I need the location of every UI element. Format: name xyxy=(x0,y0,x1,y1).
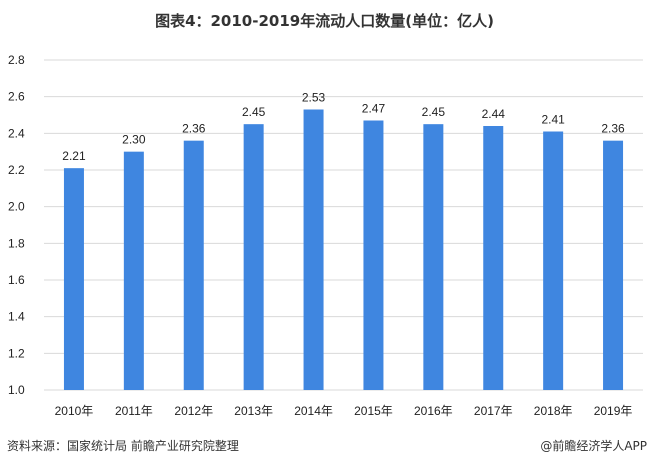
y-tick-label: 2.0 xyxy=(8,200,25,214)
x-tick-label: 2016年 xyxy=(414,404,453,418)
y-tick-label: 2.2 xyxy=(8,163,25,177)
bar xyxy=(303,109,324,390)
bar xyxy=(483,126,504,390)
data-label: 2.45 xyxy=(422,105,446,119)
source-note: 资料来源：国家统计局 前瞻产业研究院整理 xyxy=(7,439,239,453)
bar xyxy=(183,140,204,390)
data-label: 2.47 xyxy=(362,102,386,116)
bar xyxy=(363,120,384,390)
y-tick-label: 1.4 xyxy=(8,310,25,324)
x-tick-label: 2010年 xyxy=(55,404,94,418)
x-tick-label: 2012年 xyxy=(174,404,213,418)
data-label: 2.41 xyxy=(541,113,565,127)
x-tick-label: 2013年 xyxy=(234,404,273,418)
y-tick-label: 1.2 xyxy=(8,346,25,360)
data-label: 2.36 xyxy=(601,122,625,136)
bar xyxy=(123,151,144,390)
x-tick-label: 2015年 xyxy=(354,404,393,418)
data-label: 2.53 xyxy=(302,91,326,105)
bar xyxy=(243,124,264,391)
x-tick-label: 2014年 xyxy=(294,404,333,418)
credit-note: @前瞻经济学人APP xyxy=(540,439,647,453)
bar xyxy=(603,140,624,390)
y-tick-label: 1.8 xyxy=(8,236,25,250)
bar xyxy=(543,131,564,390)
data-label: 2.21 xyxy=(62,149,86,163)
data-label: 2.30 xyxy=(122,133,146,147)
y-tick-label: 2.6 xyxy=(8,90,25,104)
bar xyxy=(63,168,84,390)
x-tick-label: 2017年 xyxy=(474,404,513,418)
x-tick-label: 2019年 xyxy=(594,404,633,418)
chart-title: 图表4：2010-2019年流动人口数量(单位：亿人) xyxy=(155,12,494,30)
y-tick-label: 2.4 xyxy=(8,126,25,140)
bar xyxy=(423,124,444,391)
data-label: 2.45 xyxy=(242,105,266,119)
x-tick-label: 2011年 xyxy=(115,404,153,418)
y-tick-label: 2.8 xyxy=(8,53,25,67)
data-label: 2.36 xyxy=(182,122,206,136)
y-tick-label: 1.6 xyxy=(8,273,25,287)
y-tick-label: 1.0 xyxy=(8,383,25,397)
data-label: 2.44 xyxy=(482,107,506,121)
x-tick-label: 2018年 xyxy=(534,404,573,418)
